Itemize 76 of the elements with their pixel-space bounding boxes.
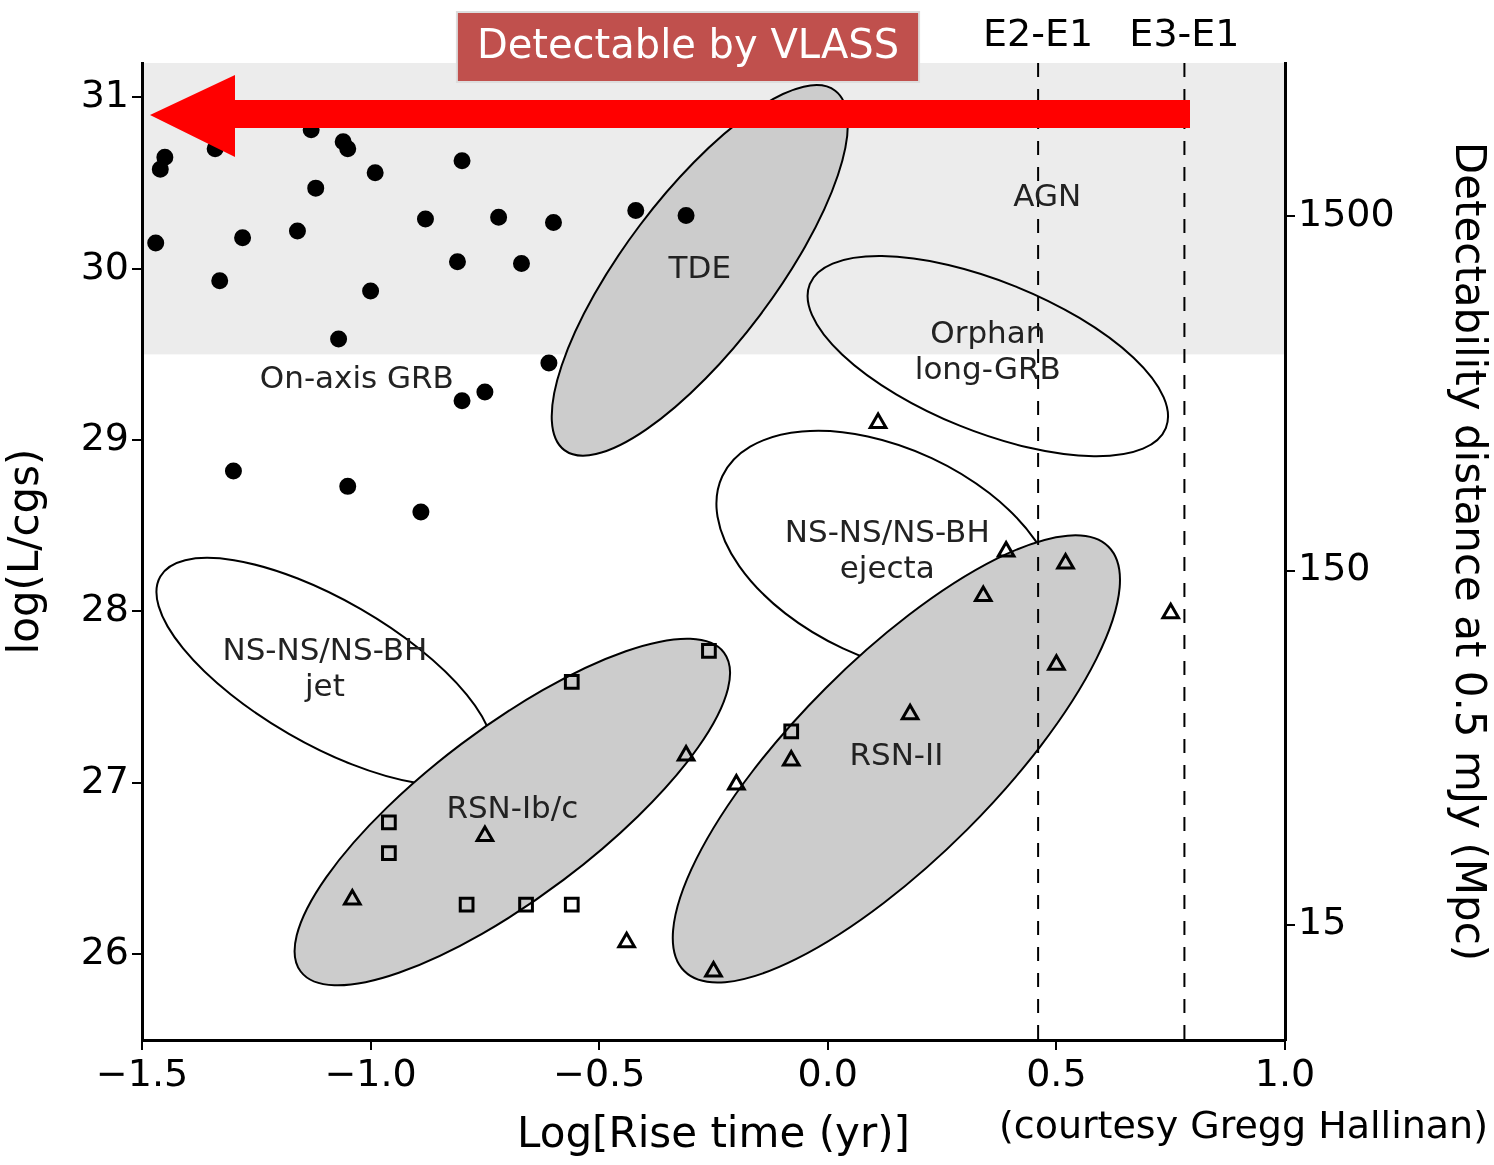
point — [339, 140, 357, 158]
point — [540, 354, 558, 372]
point — [343, 888, 362, 906]
ref-line-label: E3-E1 — [1129, 10, 1240, 55]
point — [307, 179, 325, 197]
annotation: AGN — [1013, 177, 1082, 214]
x-tick-label: 0.0 — [797, 1050, 859, 1095]
x-tick-label: −1.0 — [324, 1050, 417, 1095]
x-tick-label: 1.0 — [1254, 1050, 1316, 1095]
point — [512, 255, 530, 273]
point — [339, 477, 357, 495]
annotation: NS-NS/NS-BH jet — [222, 630, 428, 703]
annotation: TDE — [667, 249, 731, 286]
point — [362, 282, 380, 300]
point — [996, 541, 1016, 558]
point — [1161, 602, 1180, 620]
point — [234, 229, 252, 247]
y-tick-label: 30 — [80, 243, 129, 288]
point — [453, 152, 471, 170]
point — [701, 643, 717, 659]
y-tick-label: 28 — [80, 586, 129, 631]
point — [448, 253, 466, 271]
point — [677, 207, 695, 225]
point — [563, 896, 580, 913]
point — [381, 845, 397, 862]
annotation: Orphan long-GRB — [914, 313, 1061, 386]
point — [412, 503, 430, 521]
point — [704, 960, 723, 978]
x-tick-label: 0.5 — [1026, 1050, 1087, 1095]
x-tick-label: −0.5 — [553, 1050, 646, 1095]
y2-tick-label: 15 — [1298, 899, 1347, 944]
text: (courtesy Gregg Hallinan) — [998, 1102, 1488, 1147]
point — [224, 462, 242, 480]
y-tick-label: 27 — [80, 757, 129, 802]
point — [288, 222, 306, 240]
annotation: NS-NS/NS-BH ejecta — [784, 512, 990, 585]
point — [147, 234, 165, 252]
point — [544, 213, 562, 231]
point — [676, 744, 696, 762]
y-tick-label: 31 — [80, 72, 129, 117]
point — [366, 164, 384, 182]
point — [475, 825, 495, 843]
point — [1056, 553, 1075, 570]
point — [727, 774, 746, 791]
point — [381, 814, 397, 831]
y2-tick-label: 1500 — [1298, 191, 1395, 236]
annotation: On-axis GRB — [259, 359, 454, 396]
point — [973, 585, 993, 603]
point — [627, 201, 645, 219]
point — [476, 383, 494, 401]
point — [783, 723, 800, 740]
point — [490, 208, 508, 226]
point — [868, 412, 888, 429]
y-axis-title: log(L/cgs) — [0, 448, 49, 655]
x-tick-label: −1.5 — [95, 1050, 189, 1095]
point — [900, 703, 920, 721]
point — [211, 272, 229, 290]
point — [617, 931, 636, 949]
point — [518, 896, 534, 913]
point — [781, 750, 801, 767]
point — [330, 330, 348, 348]
ref-line-label: E2-E1 — [983, 10, 1094, 55]
point — [453, 392, 471, 410]
point — [416, 210, 434, 228]
annotation: RSN-II — [849, 736, 944, 773]
annotation: Detectable by VLASS — [476, 21, 900, 68]
annotation: RSN-Ib/c — [446, 789, 579, 826]
point — [1047, 654, 1066, 671]
point — [563, 673, 580, 690]
point — [458, 896, 475, 913]
y-tick-label: 26 — [80, 929, 129, 974]
y2-tick-label: 150 — [1298, 545, 1371, 590]
point — [151, 160, 169, 178]
y2-axis-title: Detectability distance at 0.5 mJy (Mpc) — [1445, 141, 1494, 962]
x-axis-title: Log[Rise time (yr)] — [517, 1107, 910, 1157]
y-tick-label: 29 — [80, 414, 129, 459]
